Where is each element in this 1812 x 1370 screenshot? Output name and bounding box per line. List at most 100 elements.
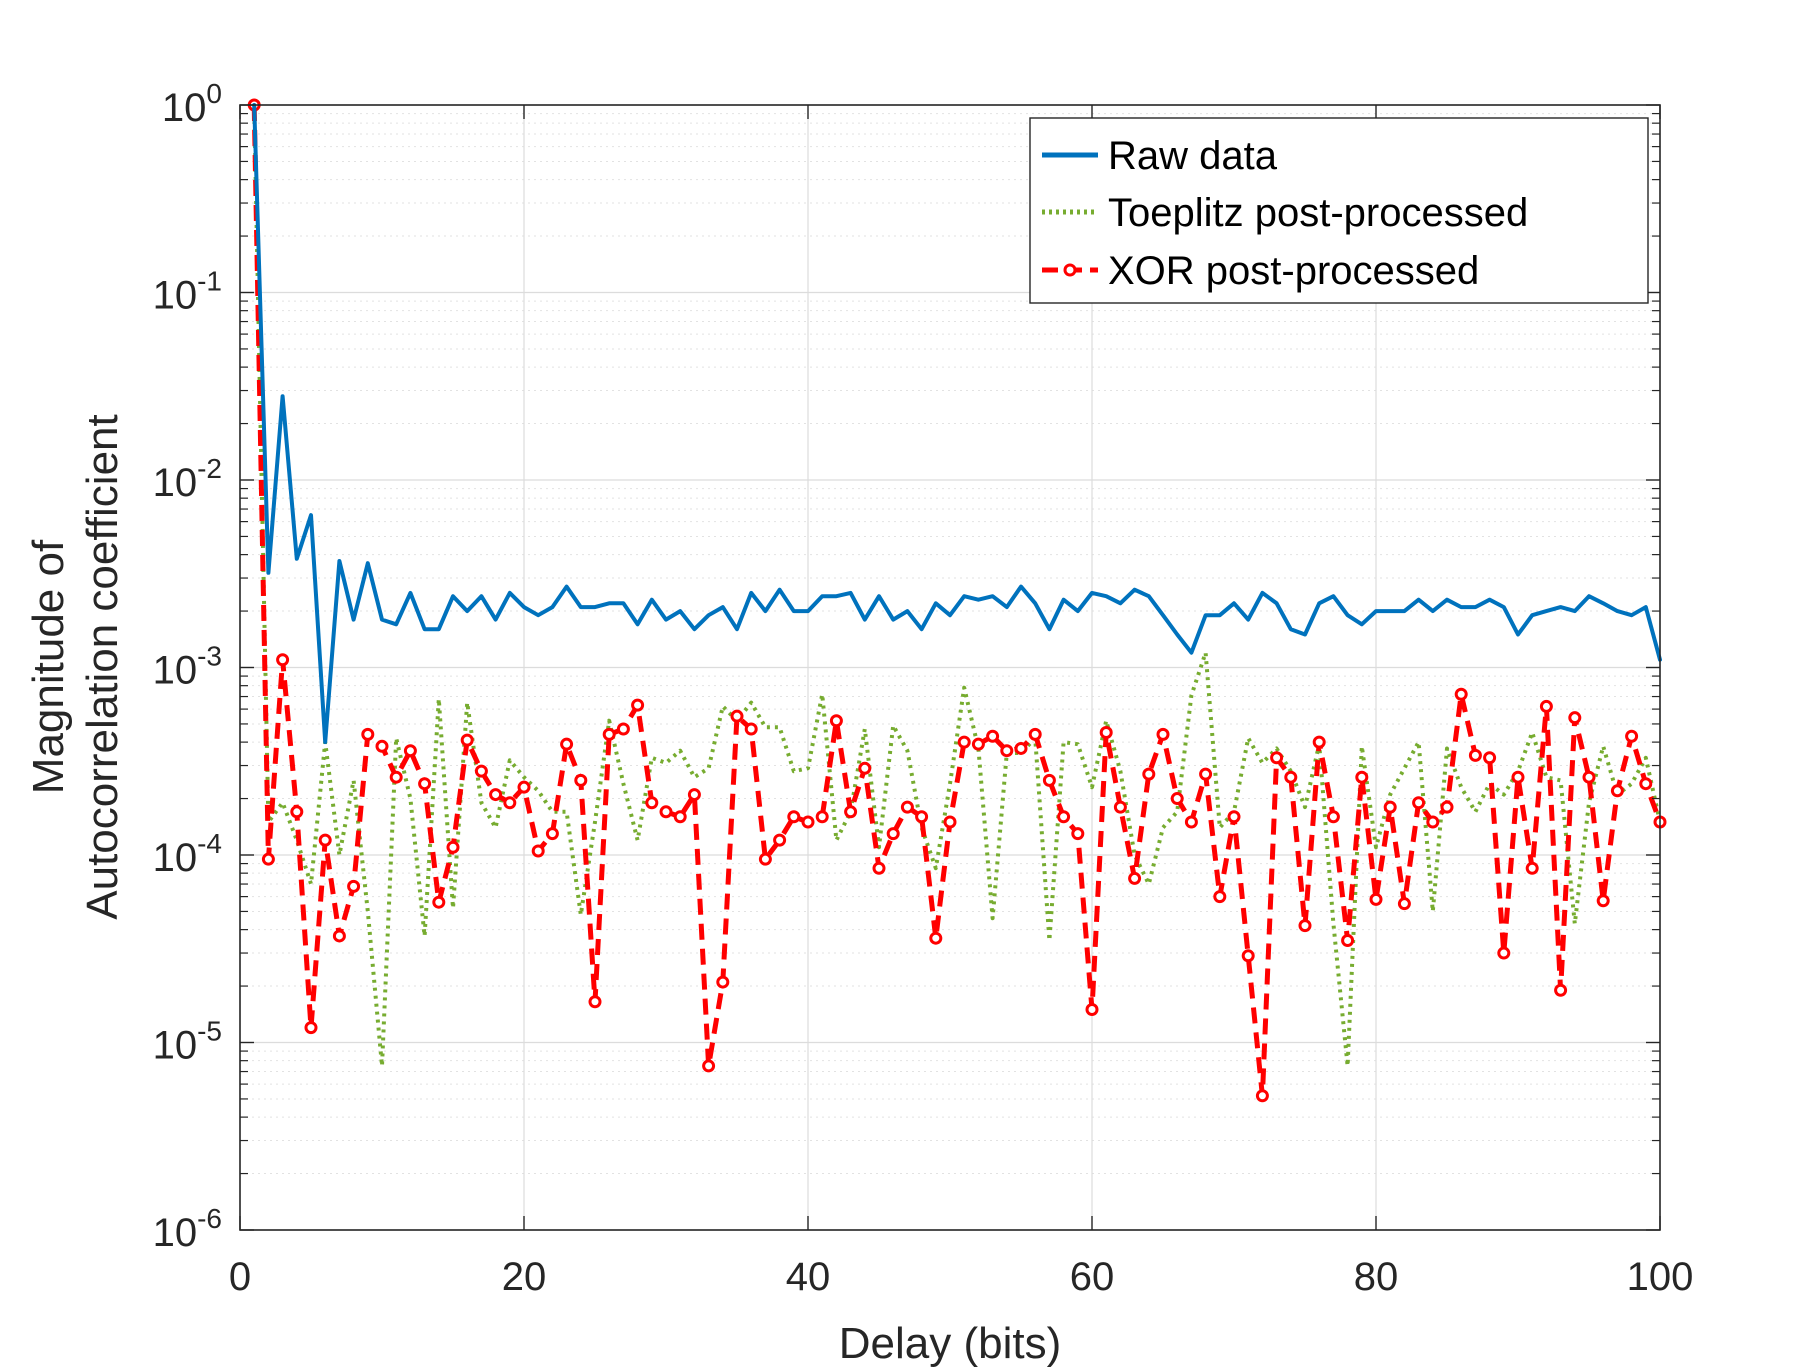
- x-tick-label: 80: [1354, 1255, 1399, 1299]
- x-tick-labels: 0 20 40 60 80 100: [229, 1255, 1694, 1299]
- series-line-xor: [251, 104, 1663, 1099]
- xor-marker: [1227, 810, 1241, 824]
- xor-marker: [1568, 711, 1582, 725]
- x-axis-label: Delay (bits): [839, 1319, 1062, 1368]
- xor-marker: [1284, 770, 1298, 784]
- xor-marker: [276, 653, 290, 667]
- xor-marker: [1397, 897, 1411, 911]
- xor-marker: [645, 796, 659, 810]
- xor-marker: [1042, 773, 1056, 787]
- xor-marker: [1099, 726, 1113, 740]
- xor-marker: [1341, 933, 1355, 947]
- xor-marker: [602, 727, 616, 741]
- xor-marker: [1639, 777, 1653, 791]
- legend-label-xor: XOR post-processed: [1108, 249, 1479, 293]
- xor-marker: [389, 770, 403, 784]
- y-tick-exponent: -4: [197, 828, 222, 859]
- xor-marker: [730, 709, 744, 723]
- y-tick-base: 10: [153, 649, 198, 693]
- xor-marker: [702, 1059, 716, 1073]
- xor-marker: [1184, 815, 1198, 829]
- xor-marker: [1000, 744, 1014, 758]
- y-axis-label-line-2: Autocorrelation coefficient: [78, 414, 127, 919]
- xor-marker: [801, 815, 815, 829]
- xor-marker: [474, 764, 488, 778]
- xor-marker: [347, 879, 361, 893]
- xor-marker: [1113, 800, 1127, 814]
- xor-marker: [631, 698, 645, 712]
- legend-box: [1029, 117, 1649, 304]
- y-tick-label: 100: [162, 78, 222, 130]
- xor-marker: [332, 929, 346, 943]
- xor-marker: [418, 777, 432, 791]
- xor-marker: [1525, 861, 1539, 875]
- xor-marker: [446, 840, 460, 854]
- xor-marker: [1057, 810, 1071, 824]
- legend: Raw data Toeplitz post-processed XOR pos…: [1029, 117, 1649, 304]
- tick-marks: [239, 104, 1661, 1231]
- xor-marker: [1028, 727, 1042, 741]
- xor-marker: [1128, 871, 1142, 885]
- y-tick-exponent: -3: [197, 641, 222, 672]
- x-tick-label: 40: [786, 1255, 831, 1299]
- xor-marker: [858, 761, 872, 775]
- xor-marker: [375, 739, 389, 753]
- x-tick-label: 100: [1627, 1255, 1694, 1299]
- xor-marker: [744, 722, 758, 736]
- xor-marker: [1312, 735, 1326, 749]
- xor-marker: [1355, 770, 1369, 784]
- xor-marker: [1483, 751, 1497, 765]
- xor-marker: [616, 722, 630, 736]
- xor-marker: [560, 737, 574, 751]
- xor-marker: [545, 827, 559, 841]
- xor-marker: [503, 796, 517, 810]
- xor-marker: [290, 805, 304, 819]
- xor-marker: [1412, 796, 1426, 810]
- xor-marker: [929, 931, 943, 945]
- y-tick-base: 10: [162, 86, 207, 130]
- y-tick-exponent: -2: [197, 453, 222, 484]
- y-tick-exponent: -6: [197, 1203, 222, 1234]
- xor-marker: [957, 735, 971, 749]
- xor-marker: [773, 833, 787, 847]
- xor-marker: [1199, 767, 1213, 781]
- series-line-toeplitz: [252, 104, 1662, 1068]
- xor-marker: [1071, 827, 1085, 841]
- xor-marker: [829, 714, 843, 728]
- xor-marker: [574, 773, 588, 787]
- xor-marker: [716, 975, 730, 989]
- xor-marker: [1625, 729, 1639, 743]
- xor-marker: [588, 995, 602, 1009]
- xor-marker: [1596, 894, 1610, 908]
- legend-label-toeplitz: Toeplitz post-processed: [1108, 191, 1528, 235]
- xor-marker: [1369, 892, 1383, 906]
- xor-marker: [261, 852, 275, 866]
- xor-marker: [1454, 687, 1468, 701]
- xor-marker: [1468, 748, 1482, 762]
- xor-marker: [659, 805, 673, 819]
- y-axis-label-line-1: Magnitude of: [24, 539, 73, 794]
- xor-marker: [531, 844, 545, 858]
- xor-marker: [1497, 946, 1511, 960]
- y-tick-exponent: -5: [197, 1016, 222, 1047]
- xor-marker: [1014, 741, 1028, 755]
- xor-marker: [886, 827, 900, 841]
- series-layer: [247, 98, 1667, 1103]
- x-tick-label: 20: [502, 1255, 547, 1299]
- xor-marker: [517, 780, 531, 794]
- y-tick-label: 10-1: [153, 266, 222, 318]
- xor-marker: [687, 788, 701, 802]
- xor-marker: [1582, 770, 1596, 784]
- y-tick-exponent: -1: [197, 266, 222, 297]
- xor-marker: [318, 833, 332, 847]
- xor-marker: [1241, 949, 1255, 963]
- xor-marker: [1156, 727, 1170, 741]
- y-tick-label: 10-3: [153, 641, 222, 693]
- y-tick-base: 10: [153, 836, 198, 880]
- xor-marker: [943, 815, 957, 829]
- xor-marker: [971, 737, 985, 751]
- xor-marker: [1270, 751, 1284, 765]
- y-tick-label: 10-5: [153, 1016, 222, 1068]
- xor-marker: [304, 1021, 318, 1035]
